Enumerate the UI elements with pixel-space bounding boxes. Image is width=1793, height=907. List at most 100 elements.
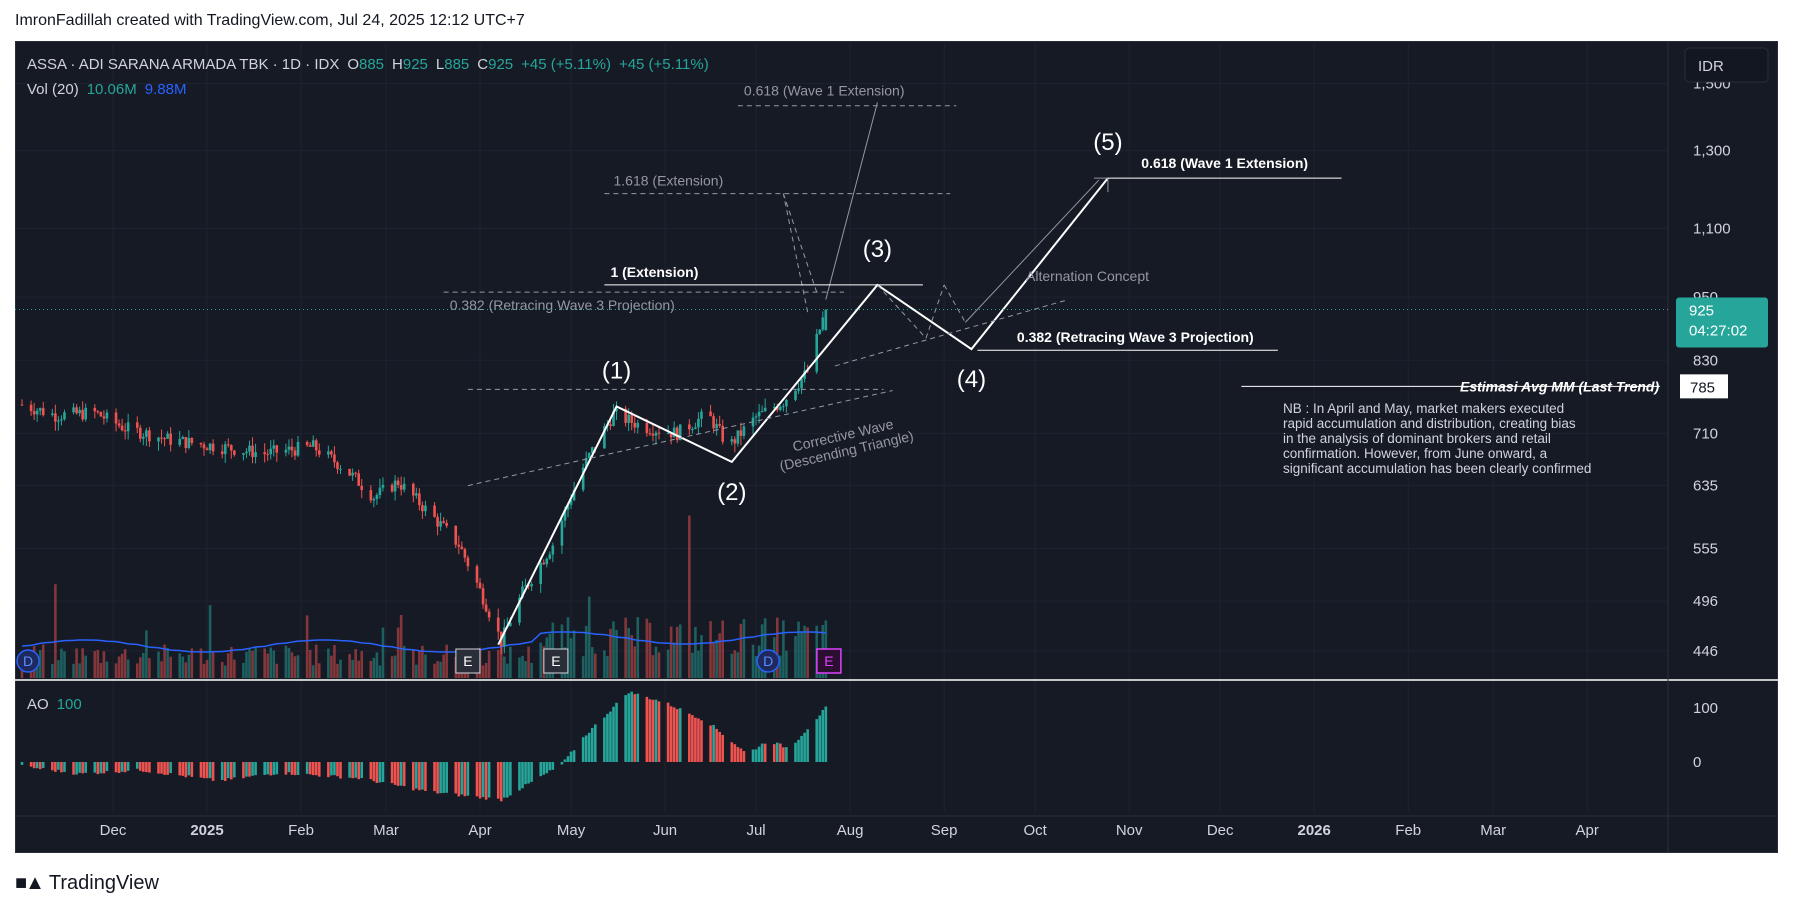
candle-body <box>609 424 612 426</box>
nb-note: NB : In April and May, market makers exe… <box>1283 401 1591 476</box>
ao-bar <box>742 751 746 762</box>
event-label: E <box>463 653 472 669</box>
legend-volume[interactable]: Vol (20) 10.06M 9.88M <box>27 81 186 98</box>
candle-body <box>178 438 182 445</box>
volume-bar <box>57 660 60 678</box>
ao-bar <box>688 713 691 762</box>
level-label: 0.618 (Wave 1 Extension) <box>1141 155 1308 171</box>
volume-bar <box>782 620 785 678</box>
volume-bar <box>333 645 336 678</box>
candle-body <box>818 329 822 334</box>
volume-bar <box>284 645 288 678</box>
x-tick-label: Nov <box>1116 822 1143 839</box>
ao-bar <box>815 719 819 762</box>
volume-bar <box>742 619 746 678</box>
ao-bar <box>694 717 697 762</box>
wave-label: (5) <box>1093 129 1122 156</box>
ao-bar <box>105 762 109 772</box>
ao-bar <box>296 762 300 776</box>
ao-bar <box>785 747 788 762</box>
x-tick-label: Apr <box>1576 822 1599 839</box>
ao-bar <box>433 762 436 792</box>
ao-bar <box>317 762 321 777</box>
ao-bar <box>442 762 445 793</box>
candle-body <box>785 399 788 407</box>
volume-bar <box>38 650 42 678</box>
ao-bar <box>354 762 357 778</box>
ao-bar <box>506 762 509 798</box>
volume-bar <box>697 650 700 678</box>
ao-bar <box>569 751 573 762</box>
candle-body <box>205 448 209 451</box>
ao-bar <box>272 762 276 775</box>
ao-bar <box>202 762 206 779</box>
volume-bar <box>630 635 633 678</box>
level-label: 0.618 (Wave 1 Extension) <box>744 83 905 99</box>
ao-bar <box>393 762 397 785</box>
volume-bar <box>566 617 570 678</box>
ao-bar <box>199 762 203 778</box>
ao-bar <box>527 762 530 784</box>
footer-branding[interactable]: ■▲ TradingView <box>15 872 159 895</box>
bar-countdown: 04:27:02 <box>1689 323 1747 340</box>
candle-body <box>126 422 130 432</box>
volume-bar <box>166 647 169 678</box>
candle-body <box>694 427 697 429</box>
ao-bar <box>78 762 81 773</box>
candle-body <box>378 487 382 495</box>
legend-ticker[interactable]: ASSA · ADI SARANA ARMADA TBK · 1D · IDX O… <box>27 56 709 73</box>
candle-body <box>199 442 203 445</box>
candle-body <box>457 544 461 547</box>
candle-body <box>481 588 485 605</box>
legend-ao[interactable]: AO 100 <box>27 696 82 713</box>
candle-body <box>72 407 75 413</box>
ao-bar <box>351 762 354 779</box>
volume-bar <box>308 649 312 678</box>
volume-bar <box>117 656 121 678</box>
ao-bar <box>51 762 54 771</box>
ao-bar <box>581 737 585 762</box>
candle-body <box>187 437 191 448</box>
ao-bar <box>697 718 700 762</box>
volume-bar <box>402 645 406 678</box>
candle-body <box>691 428 694 430</box>
volume-bar <box>360 651 364 678</box>
candle-body <box>145 430 148 437</box>
ao-bar <box>475 762 479 797</box>
volume-bar <box>445 644 448 678</box>
volume-bar <box>396 627 400 678</box>
candle-body <box>563 509 567 521</box>
projection-arrow <box>825 102 878 300</box>
volume-bar <box>96 649 100 678</box>
ao-bar <box>572 750 576 762</box>
ao-bar <box>245 762 248 777</box>
candle-body <box>633 422 637 428</box>
candle-body <box>566 504 570 510</box>
volume-bar <box>718 633 721 678</box>
currency-button[interactable] <box>1684 47 1769 83</box>
ao-bar <box>460 762 464 795</box>
volume-bar <box>672 642 676 678</box>
candle-body <box>254 452 257 458</box>
y-tick-label: 710 <box>1693 425 1718 442</box>
candle-body <box>208 443 212 451</box>
ao-bar <box>666 702 670 762</box>
candle-body <box>524 585 527 587</box>
wave-label: (2) <box>717 479 746 506</box>
elliott-wave-drawings: (1) (2) (3) (4) (5) 0.618 (Wave 1 Extension) 1… <box>15 83 1668 646</box>
event-label: E <box>551 653 560 669</box>
candle-body <box>105 412 109 419</box>
volume-bar <box>627 627 630 678</box>
ao-bar <box>35 762 39 769</box>
ao-bar <box>636 693 640 762</box>
ao-bar <box>32 762 36 769</box>
candle-body <box>99 412 103 417</box>
ao-bar <box>466 762 470 796</box>
grid-lines <box>15 41 1778 852</box>
volume-bar <box>481 665 485 678</box>
volume-bar <box>524 661 527 678</box>
y-tick-label: 555 <box>1693 541 1718 558</box>
ao-bar <box>126 762 130 771</box>
ao-bar <box>348 762 351 778</box>
